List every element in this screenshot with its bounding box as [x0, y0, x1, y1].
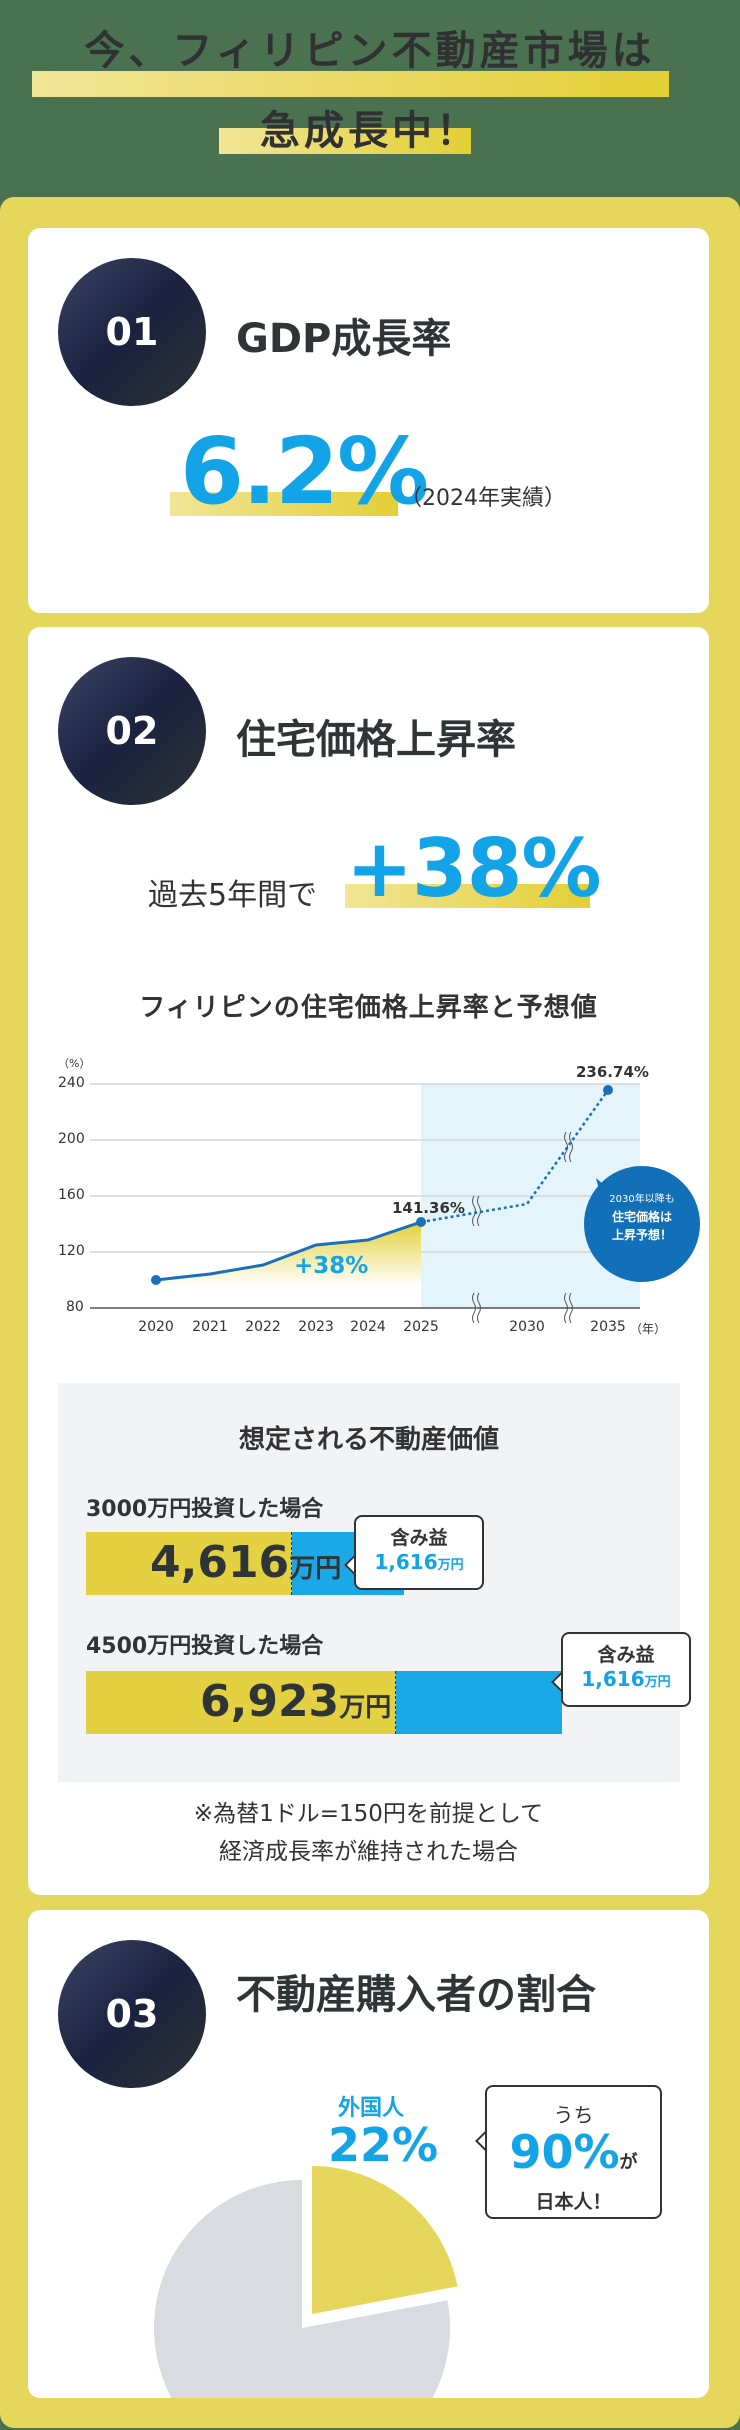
ratio-bubble: うち 90%が 日本人！ [485, 2085, 662, 2219]
chart-title: フィリピンの住宅価格上昇率と予想値 [139, 993, 598, 1023]
card-gdp: 01 GDP成長率 6.2% （2024年実績） [28, 228, 709, 613]
pie-slice-value: 22% [328, 2118, 439, 2172]
title-highlight-1 [32, 71, 669, 97]
x-tick-2022: 2022 [245, 1319, 281, 1335]
row2-gain-value: 1,616万円 [563, 1667, 689, 1691]
ratio-bubble-value-line: 90%が [487, 2128, 660, 2187]
card-title: 不動産購入者の割合 [236, 1972, 596, 2018]
x-tick-2030: 2030 [509, 1319, 545, 1335]
housing-value: +38% [346, 822, 602, 915]
row1-total-number: 4,616 [150, 1537, 290, 1588]
y-tick-120: 120 [58, 1243, 85, 1259]
pie-slice-label: 外国人 [338, 2096, 405, 2121]
row1-gain-number: 1,616 [374, 1550, 438, 1574]
forecast-callout: 2030年以降も 住宅価格は 上昇予想！ [584, 1192, 700, 1244]
callout-line3: 上昇予想！ [611, 1228, 672, 1242]
y-axis-unit: （%） [58, 1057, 91, 1070]
ratio-bubble-suffix: が [619, 2152, 638, 2173]
number-badge: 02 [58, 657, 206, 805]
row1-bar-invest [86, 1532, 292, 1595]
page-title-line1: 今、フィリピン不動産市場は [84, 28, 656, 74]
row2-total-number: 6,923 [200, 1676, 340, 1727]
ratio-bubble-line3: 日本人！ [535, 2191, 612, 2213]
footnote: ※為替1ドル=150円を前提として 経済成長率が維持された場合 [28, 1795, 709, 1871]
card-buyers: 03 不動産購入者の割合 外国人 22% うち 90%が 日本人！ [28, 1910, 709, 2398]
row2-bar-invest [86, 1671, 396, 1734]
value-box-title: 想定される不動産価値 [238, 1425, 499, 1455]
row1-gain-unit: 万円 [437, 1558, 464, 1573]
row2-total-unit: 万円 [339, 1693, 392, 1723]
number-badge: 01 [58, 258, 206, 406]
y-tick-240: 240 [58, 1075, 85, 1091]
lead-text: 過去5年間で [148, 878, 318, 913]
x-tick-2035: 2035 [590, 1319, 626, 1335]
row2-gain-bubble: 含み益 1,616万円 [561, 1632, 691, 1707]
x-tick-2021: 2021 [192, 1319, 228, 1335]
x-axis-unit: （年） [630, 1322, 667, 1336]
row1-total: 4,616万円 [150, 1537, 341, 1588]
row2-bar-gain [396, 1671, 562, 1734]
row2-gain-title: 含み益 [597, 1644, 655, 1666]
y-tick-80: 80 [66, 1299, 84, 1315]
label-2025-value: 141.36% [392, 1199, 465, 1217]
row2-label: 4500万円投資した場合 [86, 1634, 324, 1659]
buyers-pie-chart [153, 2166, 458, 2398]
row1-gain-bubble: 含み益 1,616万円 [354, 1515, 484, 1590]
x-tick-2023: 2023 [298, 1319, 334, 1335]
row1-gain-title: 含み益 [390, 1527, 448, 1549]
callout-line1: 2030年以降も [609, 1194, 675, 1205]
x-tick-2025: 2025 [403, 1319, 439, 1335]
area-growth-label: +38% [294, 1253, 369, 1279]
row1-label: 3000万円投資した場合 [86, 1497, 324, 1522]
number-badge: 03 [58, 1940, 206, 2088]
value-highlight [170, 492, 398, 516]
callout-line2: 住宅価格は [611, 1210, 672, 1224]
number-label: 01 [105, 310, 159, 354]
ratio-bubble-value: 90% [509, 2125, 620, 2179]
number-label: 02 [105, 709, 159, 753]
footnote-line2: 経済成長率が維持された場合 [219, 1839, 518, 1865]
value-highlight [345, 884, 590, 908]
card-title: 住宅価格上昇率 [236, 717, 516, 763]
row1-gain-value: 1,616万円 [356, 1550, 482, 1574]
x-tick-2024: 2024 [350, 1319, 386, 1335]
x-tick-2020: 2020 [138, 1319, 174, 1335]
ratio-bubble-line1: うち [553, 2103, 594, 2127]
row1-total-unit: 万円 [289, 1554, 342, 1584]
gdp-note: （2024年実績） [400, 486, 566, 511]
title-highlight-2 [219, 128, 471, 154]
row2-gain-number: 1,616 [581, 1667, 645, 1691]
card-housing: 02 住宅価格上昇率 過去5年間で +38% フィリピンの住宅価格上昇率と予想値 [28, 627, 709, 1895]
card-title: GDP成長率 [236, 316, 452, 362]
property-value-box: 想定される不動産価値 3000万円投資した場合 4,616万円 含み益 1,61… [58, 1383, 691, 1782]
page-title-line2: 急成長中！ [260, 108, 480, 154]
row2-total: 6,923万円 [200, 1676, 391, 1727]
gdp-value: 6.2% [180, 418, 429, 525]
y-tick-200: 200 [58, 1131, 85, 1147]
label-2035-value: 236.74% [576, 1063, 649, 1081]
number-label: 03 [105, 1992, 159, 2036]
row2-gain-unit: 万円 [644, 1675, 671, 1690]
footnote-line1: ※為替1ドル=150円を前提として [193, 1801, 544, 1827]
y-tick-160: 160 [58, 1187, 85, 1203]
